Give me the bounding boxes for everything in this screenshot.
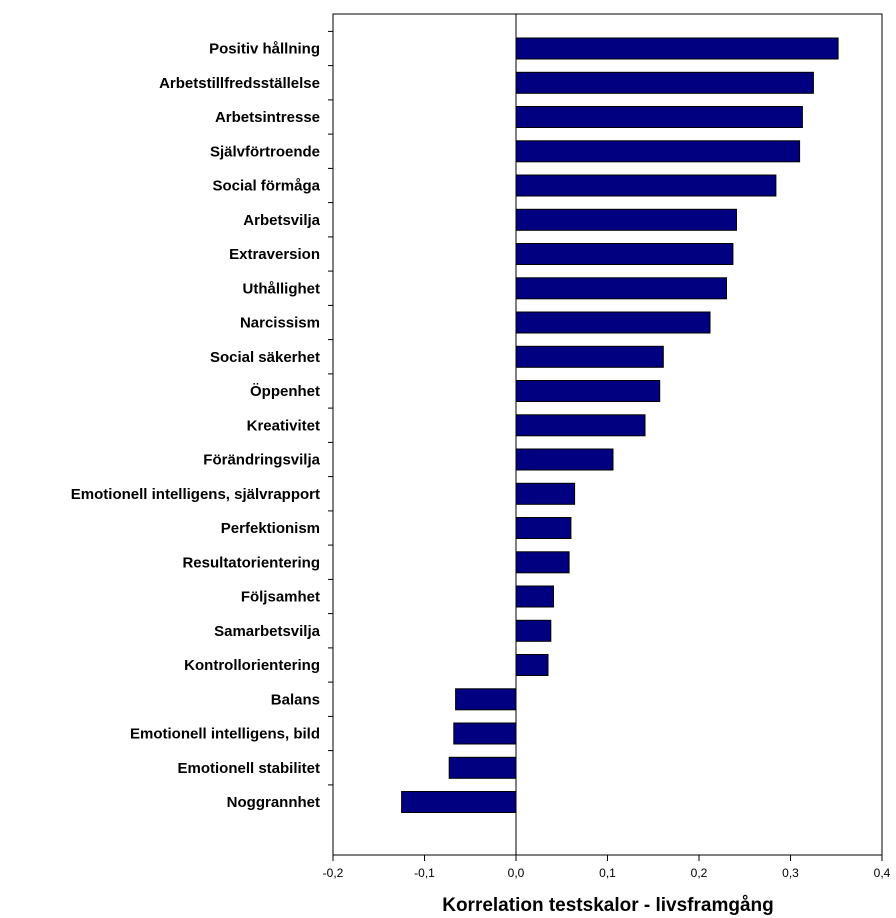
category-label: Förändringsvilja bbox=[203, 452, 320, 469]
bar bbox=[448, 756, 517, 779]
bar bbox=[515, 140, 801, 163]
x-tick-label: 0,0 bbox=[508, 866, 525, 880]
category-label: Arbetsvilja bbox=[243, 212, 320, 229]
bar bbox=[515, 277, 727, 300]
category-label: Kreativitet bbox=[247, 417, 320, 434]
bar bbox=[455, 688, 517, 711]
bar bbox=[515, 448, 614, 471]
category-label: Självförtroende bbox=[210, 143, 320, 160]
bar bbox=[515, 345, 664, 368]
bar bbox=[515, 551, 570, 574]
category-label: Balans bbox=[271, 691, 320, 708]
category-label: Emotionell intelligens, självrapport bbox=[71, 486, 320, 503]
category-label: Social förmåga bbox=[212, 178, 320, 195]
category-label: Social säkerhet bbox=[210, 349, 320, 366]
bar bbox=[515, 619, 552, 642]
bar bbox=[515, 414, 646, 437]
bar bbox=[515, 208, 737, 231]
bar bbox=[515, 71, 814, 94]
bars-group bbox=[401, 37, 839, 813]
category-label: Perfektionism bbox=[221, 520, 320, 537]
bar bbox=[515, 37, 839, 60]
bar bbox=[515, 585, 554, 608]
bar bbox=[453, 722, 517, 745]
category-label: Arbetstillfredsställelse bbox=[159, 75, 320, 92]
x-tick-label: 0,4 bbox=[874, 866, 891, 880]
category-label: Samarbetsvilja bbox=[214, 623, 321, 640]
bar bbox=[515, 380, 661, 402]
category-label: Extraversion bbox=[229, 246, 320, 263]
category-label: Arbetsintresse bbox=[215, 109, 320, 126]
category-label: Uthållighet bbox=[243, 280, 321, 297]
category-label: Emotionell intelligens, bild bbox=[130, 726, 320, 743]
category-label: Emotionell stabilitet bbox=[177, 760, 320, 777]
x-tick-label: 0,2 bbox=[691, 866, 708, 880]
bar bbox=[401, 791, 517, 813]
category-label: Kontrollorientering bbox=[184, 657, 320, 674]
x-tick-label: -0,1 bbox=[414, 866, 435, 880]
x-axis-ticks: -0,2 -0,1 0,0 0,1 0,2 0,3 0,4 bbox=[323, 855, 891, 880]
x-axis-title: Korrelation testskalor - livsframgång bbox=[442, 895, 774, 916]
category-label: Resultatorientering bbox=[182, 554, 320, 571]
category-label: Positiv hållning bbox=[209, 41, 320, 58]
bar bbox=[515, 517, 572, 539]
bar bbox=[515, 311, 711, 334]
category-label: Öppenhet bbox=[250, 383, 320, 400]
x-tick-label: 0,1 bbox=[599, 866, 616, 880]
category-labels: Positiv hållning Arbetstillfredsställelse… bbox=[71, 30, 333, 811]
bar bbox=[515, 243, 734, 265]
category-label: Narcissism bbox=[240, 315, 320, 332]
x-tick-label: 0,3 bbox=[782, 866, 799, 880]
category-label: Noggrannhet bbox=[227, 794, 320, 811]
bar bbox=[515, 654, 549, 676]
category-label: Följsamhet bbox=[241, 589, 320, 606]
bar bbox=[515, 482, 576, 505]
bar bbox=[515, 106, 803, 128]
bar bbox=[515, 174, 777, 197]
x-tick-label: -0,2 bbox=[323, 866, 344, 880]
